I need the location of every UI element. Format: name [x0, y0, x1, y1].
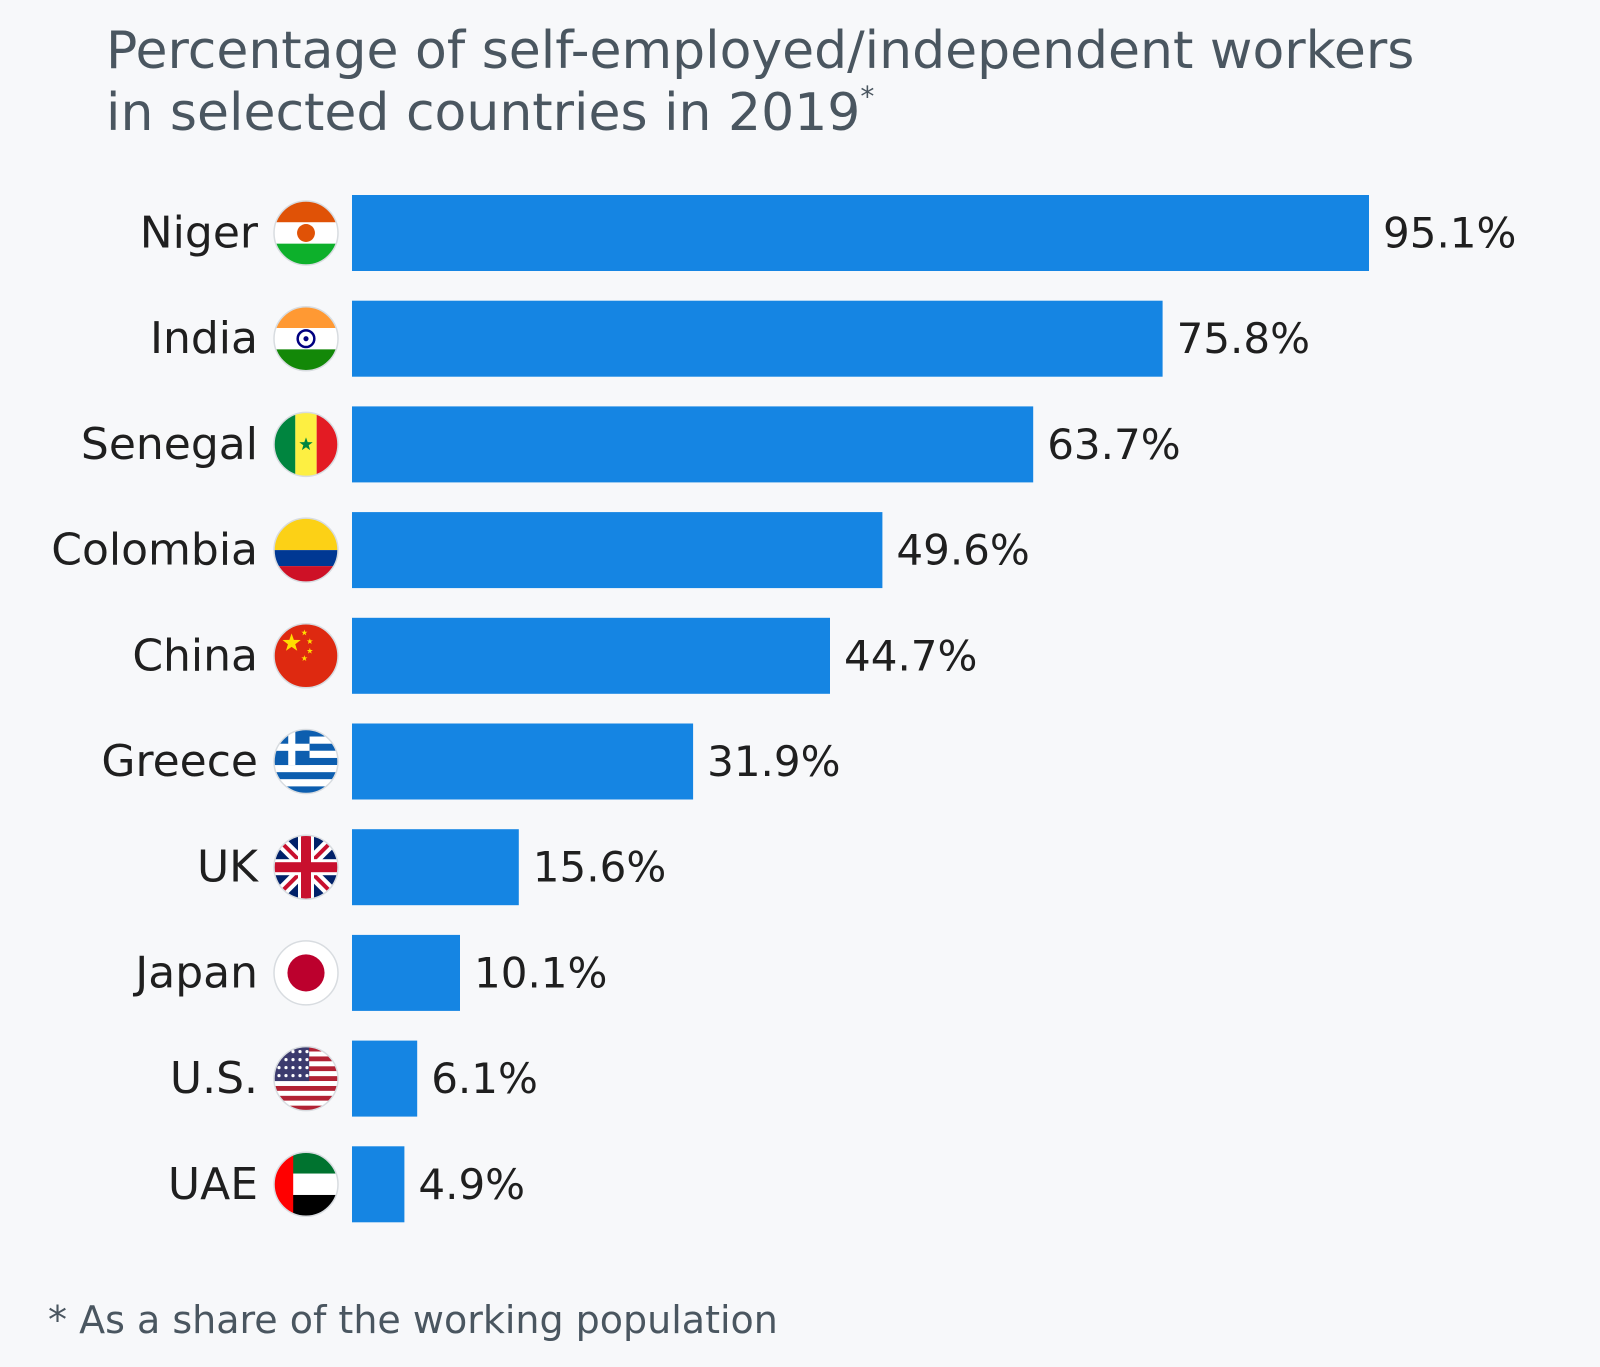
category-label-senegal: Senegal [81, 419, 258, 470]
chart-title: Percentage of self-employed/independent … [106, 20, 1506, 144]
category-label-colombia: Colombia [51, 525, 258, 576]
bar-greece [352, 723, 694, 800]
bar-senegal [352, 406, 1034, 483]
value-label-uk: 15.6% [533, 843, 666, 892]
title-footnote-mark: * [860, 80, 875, 113]
japan-flag-icon [274, 940, 338, 1005]
bar-uk [352, 829, 519, 906]
niger-flag-icon [274, 201, 338, 265]
footnote: * As a share of the working population [48, 1298, 778, 1342]
bar-china [352, 617, 830, 694]
china-flag-icon [274, 623, 338, 688]
bar-uae [352, 1146, 405, 1223]
value-label-us: 6.1% [431, 1054, 538, 1103]
bar-colombia [352, 512, 883, 589]
value-label-japan: 10.1% [474, 948, 607, 997]
uk-flag-icon [274, 835, 338, 900]
title-line-2: in selected countries in 2019 [106, 83, 861, 143]
bar-us [352, 1040, 418, 1117]
value-label-niger: 95.1% [1383, 209, 1516, 258]
value-label-colombia: 49.6% [896, 526, 1029, 575]
category-label-uk: UK [197, 842, 259, 893]
value-label-china: 44.7% [844, 631, 977, 680]
category-label-us: U.S. [170, 1053, 258, 1104]
india-flag-icon [274, 306, 338, 371]
greece-flag-icon [274, 729, 338, 794]
value-label-senegal: 63.7% [1047, 420, 1180, 469]
title-line-1: Percentage of self-employed/independent … [106, 21, 1415, 81]
senegal-flag-icon [274, 412, 338, 477]
bar-chart: Niger 95.1% India 75.8% Senegal 63.7% Colombia… [51, 195, 1516, 1223]
category-label-india: India [150, 313, 258, 364]
category-label-china: China [132, 630, 258, 681]
category-label-greece: Greece [101, 736, 258, 787]
us-flag-icon [274, 1046, 338, 1111]
category-label-japan: Japan [132, 947, 258, 998]
value-label-india: 75.8% [1177, 314, 1310, 363]
value-label-greece: 31.9% [707, 737, 840, 786]
value-label-uae: 4.9% [418, 1160, 525, 1209]
bar-niger [352, 195, 1369, 271]
bar-japan [352, 934, 460, 1011]
bar-india [352, 300, 1163, 377]
category-label-niger: Niger [140, 208, 259, 259]
category-label-uae: UAE [168, 1159, 258, 1210]
